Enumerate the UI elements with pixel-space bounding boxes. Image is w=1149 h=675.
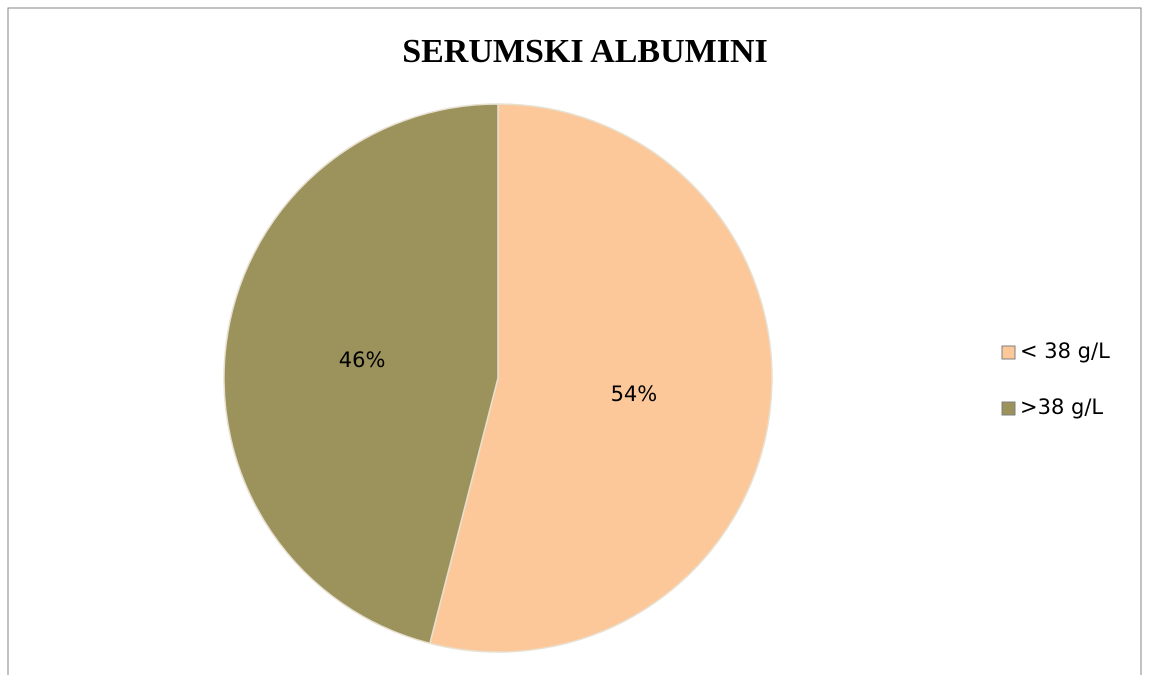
legend-label: >38 g/L (1020, 395, 1103, 419)
legend-swatch (1001, 401, 1016, 416)
chart-frame (7, 7, 1142, 675)
pie-slice (223, 103, 499, 645)
chart-title: SERUMSKI ALBUMINI (402, 33, 768, 70)
data-label: 54% (611, 382, 658, 406)
data-label: 46% (339, 348, 386, 372)
legend-label: < 38 g/L (1020, 339, 1110, 363)
pie-slice (428, 103, 773, 653)
legend-swatch (1001, 345, 1016, 360)
